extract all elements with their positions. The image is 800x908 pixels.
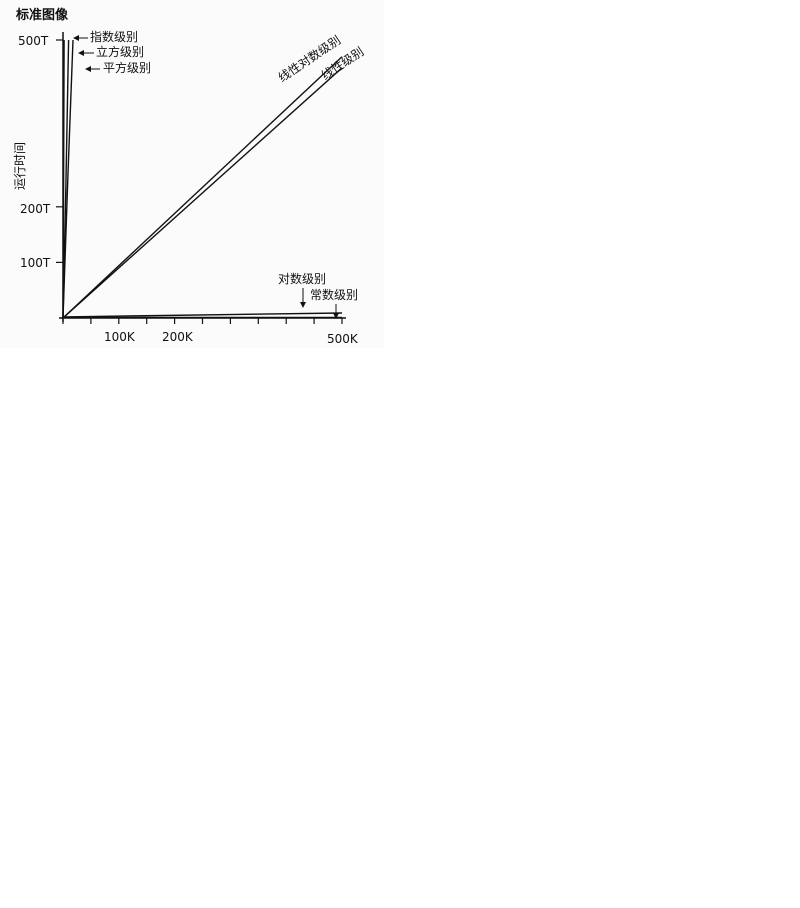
axis-ticks (56, 39, 343, 324)
series-line-0 (62, 39, 65, 319)
y-axis-label: 运行时间 (13, 141, 27, 190)
series-line-2 (62, 39, 74, 319)
series-line-3 (62, 56, 343, 319)
series-label-logarithmic: 对数级别 (278, 272, 327, 286)
series-label-constant: 常数级别 (310, 288, 359, 302)
series-label-cubic: 立方级别 (96, 45, 145, 59)
series-label-exponential: 指数级别 (90, 30, 139, 44)
y-tick-label-200: 200T (20, 202, 51, 216)
chart-figure: 标准图像 运行时间 500T 200T 100T 100K 200K 500K … (0, 0, 384, 348)
chart-plot-area (56, 32, 346, 324)
label-arrows (73, 35, 339, 319)
x-tick-label-100k: 100K (104, 330, 135, 344)
y-tick-label-100: 100T (20, 256, 51, 270)
y-tick-label-500: 500T (18, 34, 49, 48)
series-line-4 (62, 67, 343, 319)
series-lines (62, 39, 343, 319)
series-line-5 (62, 312, 343, 318)
x-tick-label-500k: 500K (327, 332, 358, 346)
chart-title: 标准图像 (16, 8, 69, 23)
series-label-quadratic: 平方级别 (103, 61, 152, 75)
x-tick-label-200k: 200K (162, 330, 193, 344)
